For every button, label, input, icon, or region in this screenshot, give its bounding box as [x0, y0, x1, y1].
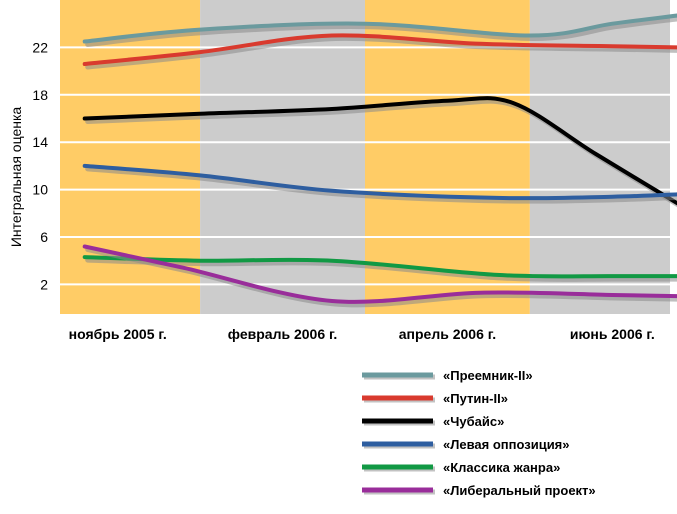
x-tick-label: февраль 2006 г.	[228, 326, 338, 342]
y-tick-label: 18	[32, 87, 48, 103]
legend-label: «Классика жанра»	[443, 460, 560, 475]
y-tick-label: 22	[32, 39, 48, 55]
y-tick-labels: 2 6 10 14 18 22	[32, 39, 48, 292]
series-line-shadow	[85, 35, 677, 70]
legend-label: «Либеральный проект»	[443, 483, 596, 498]
series-line	[82, 255, 677, 279]
x-tick-label: июнь 2006 г.	[570, 326, 655, 342]
background-bands	[60, 0, 670, 314]
legend-label: «Путин-II»	[443, 391, 508, 406]
y-tick-label: 10	[32, 182, 48, 198]
y-axis-label: Интегральная оценка	[8, 107, 24, 248]
series-line	[82, 163, 677, 201]
series-line-shadow	[85, 166, 677, 204]
legend: «Преемник-II» «Путин-II» «Чубайс» «Левая оп…	[362, 368, 596, 498]
series-line-shadow	[85, 16, 677, 47]
y-tick-label: 14	[32, 134, 48, 150]
legend-label: «Преемник-II»	[443, 368, 533, 383]
y-tick-label: 6	[40, 229, 48, 245]
series-line	[82, 244, 677, 304]
series-lines	[82, 13, 677, 308]
x-tick-labels: ноябрь 2005 г. февраль 2006 г. апрель 2006…	[69, 326, 655, 342]
gridlines	[60, 46, 670, 286]
y-tick-label: 2	[40, 276, 48, 292]
x-tick-label: апрель 2006 г.	[399, 326, 496, 342]
x-tick-label: ноябрь 2005 г.	[69, 326, 167, 342]
series-line	[82, 33, 677, 66]
series-line-shadow	[85, 257, 677, 282]
series-line	[82, 96, 677, 206]
series-line	[82, 13, 677, 44]
legend-label: «Чубайс»	[443, 414, 504, 429]
background-band	[365, 0, 530, 314]
legend-label: «Левая оппозиция»	[443, 437, 570, 452]
series-line-shadow	[85, 247, 677, 308]
